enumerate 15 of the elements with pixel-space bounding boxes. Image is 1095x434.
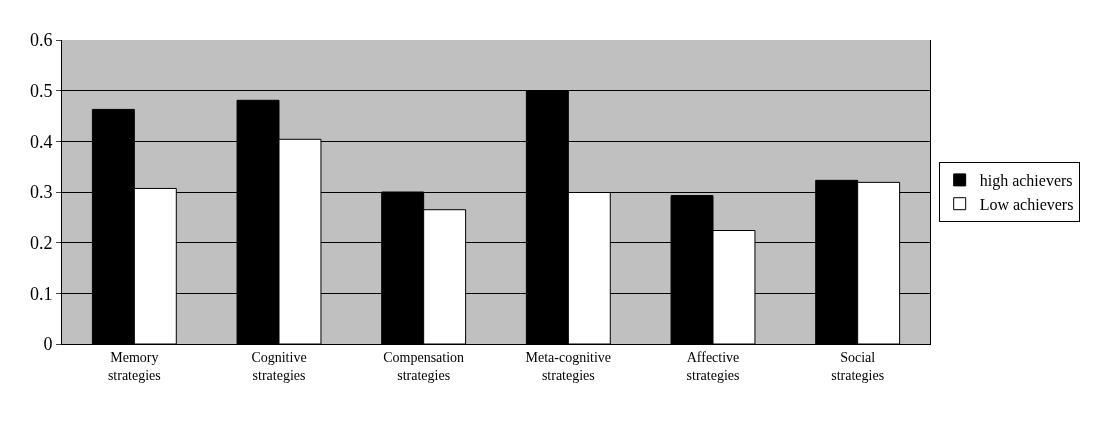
x-tick-label: Social strategies [831,349,885,383]
legend-label: high achievers [979,172,1073,191]
y-tick-label: 0.3 [29,182,53,203]
y-tick-label: 0.1 [29,283,53,304]
y-tick-label: 0.4 [29,131,53,152]
x-tick-label: Memory strategies [107,349,161,383]
legend-label: Low achievers [979,195,1074,213]
x-tick-label: Affective strategies [686,349,740,383]
x-tick-label: Cognitive strategies [251,349,307,383]
y-tick-label: 0.5 [29,80,53,101]
y-tick-label: 0 [43,334,53,355]
y-tick-label: 0.2 [29,232,53,253]
x-tick-label: Meta-cognitive strategies [525,349,612,383]
y-tick-label: 0.6 [29,30,53,51]
x-tick-label: Compensation strategies [383,349,465,383]
